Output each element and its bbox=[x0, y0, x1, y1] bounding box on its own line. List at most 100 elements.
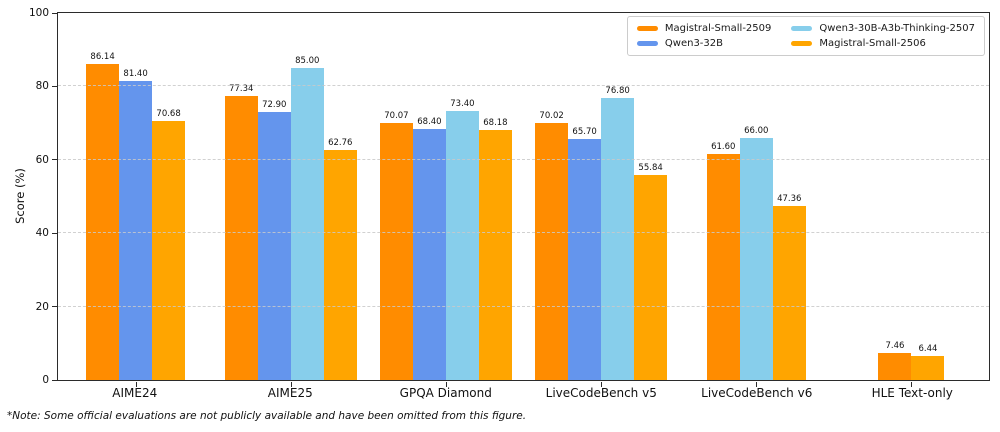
bar-unit-qwen3-30b-a3b-thinking-2507-gpqa-diamond: 73.40 bbox=[445, 98, 479, 380]
legend-label: Qwen3-30B-A3b-Thinking-2507 bbox=[819, 23, 975, 34]
bar-value-label: 47.36 bbox=[777, 194, 802, 205]
bar-value-label: 72.90 bbox=[262, 100, 287, 111]
x-axis-labels: AIME24 AIME25 GPQA Diamond LiveCodeBench v5… bbox=[57, 386, 990, 400]
bar-groups: 86.14 81.40 70.68 77.34 72.90 85.00 62.76 70.07… bbox=[58, 13, 989, 387]
y-tick-mark-80 bbox=[52, 85, 57, 87]
bar-qwen3-32b-aime25 bbox=[257, 112, 291, 380]
bar-magistral-small-2506-aime25 bbox=[323, 149, 357, 380]
bar-magistral-small-2506-livecodebench-v6 bbox=[772, 206, 806, 380]
bar-group-gpqa-diamond: 70.07 68.40 73.40 68.18 bbox=[368, 13, 523, 387]
bar-qwen3-30b-a3b-thinking-2507-gpqa-diamond bbox=[445, 110, 479, 380]
x-tick-label-aime25: AIME25 bbox=[267, 386, 313, 400]
x-tick-label-hle-text-only: HLE Text-only bbox=[871, 386, 953, 400]
y-tick-label-40: 40 bbox=[35, 227, 49, 240]
bar-magistral-small-2509-livecodebench-v6 bbox=[706, 153, 740, 380]
x-tick-mark-aime24 bbox=[135, 382, 137, 387]
bar-value-label: 73.40 bbox=[450, 98, 475, 109]
x-tick-mark-livecodebench-v6 bbox=[756, 382, 758, 387]
legend-label: Qwen3-32B bbox=[664, 38, 724, 49]
bar-unit-magistral-small-2509-gpqa-diamond: 70.07 bbox=[379, 110, 413, 380]
bar-value-label: 61.60 bbox=[711, 141, 736, 152]
footnote: *Note: Some official evaluations are not… bbox=[7, 410, 527, 422]
bar-unit-magistral-small-2509-aime24: 86.14 bbox=[86, 51, 120, 380]
y-tick-label-100: 100 bbox=[28, 7, 49, 19]
plot-area: 0 20 40 60 80 100 86.14 81.40 70.68 77.34 72.90 85… bbox=[29, 7, 990, 387]
x-tick-mark-gpqa-diamond bbox=[445, 382, 447, 387]
bar-magistral-small-2509-aime25 bbox=[224, 96, 258, 380]
y-tick-mark-40 bbox=[52, 232, 57, 234]
bar-group-livecodebench-v5: 70.02 65.70 76.80 55.84 bbox=[524, 13, 679, 387]
legend-label: Magistral-Small-2509 bbox=[664, 23, 772, 34]
bar-group-aime24: 86.14 81.40 70.68 bbox=[58, 13, 213, 387]
y-tick-mark-0 bbox=[52, 379, 57, 381]
x-tick-label-aime24: AIME24 bbox=[112, 386, 158, 400]
x-tick-mark-hle-text-only bbox=[911, 382, 913, 387]
bar-unit-qwen3-32b-aime24: 81.40 bbox=[119, 69, 153, 380]
bar-unit-qwen3-30b-a3b-thinking-2507-aime25: 85.00 bbox=[290, 56, 324, 380]
bar-magistral-small-2509-livecodebench-v5 bbox=[535, 123, 569, 380]
legend-item-qwen3-30b-a3b-thinking-2507: Qwen3-30B-A3b-Thinking-2507 bbox=[791, 23, 975, 34]
bar-unit-magistral-small-2506-livecodebench-v5: 55.84 bbox=[634, 163, 668, 380]
bar-value-label: 76.80 bbox=[605, 86, 630, 97]
bar-qwen3-30b-a3b-thinking-2507-livecodebench-v5 bbox=[601, 98, 635, 380]
bar-value-label: 77.34 bbox=[229, 84, 254, 95]
bar-magistral-small-2506-aime24 bbox=[152, 120, 186, 380]
bar-value-label: 81.40 bbox=[123, 69, 148, 80]
bar-unit-qwen3-32b-aime25: 72.90 bbox=[257, 100, 291, 380]
x-tick-label-gpqa-diamond: GPQA Diamond bbox=[399, 386, 492, 400]
bar-unit-qwen3-30b-a3b-thinking-2507-livecodebench-v5: 76.80 bbox=[601, 86, 635, 380]
bar-value-label: 70.68 bbox=[156, 108, 181, 119]
bar-unit-magistral-small-2506-livecodebench-v6: 47.36 bbox=[772, 194, 806, 380]
bar-value-label: 68.18 bbox=[483, 117, 508, 128]
bar-value-label: 62.76 bbox=[328, 137, 353, 148]
bar-value-label: 7.46 bbox=[885, 340, 905, 351]
x-tick-mark-aime25 bbox=[290, 382, 292, 387]
legend-label: Magistral-Small-2506 bbox=[819, 38, 926, 49]
legend-item-qwen3-32b: Qwen3-32B bbox=[636, 38, 771, 49]
y-tick-label-20: 20 bbox=[35, 300, 49, 313]
y-axis-title: Score (%) bbox=[13, 168, 27, 224]
bar-unit-magistral-small-2509-livecodebench-v6: 61.60 bbox=[706, 141, 740, 380]
bar-unit-magistral-small-2509-livecodebench-v5: 70.02 bbox=[535, 111, 569, 380]
bar-value-label: 55.84 bbox=[638, 163, 663, 174]
bar-unit-magistral-small-2506-aime25: 62.76 bbox=[323, 137, 357, 380]
legend-swatch-icon bbox=[636, 26, 658, 31]
bar-magistral-small-2506-hle-text-only bbox=[911, 356, 945, 380]
bar-unit-magistral-small-2509-hle-text-only: 7.46 bbox=[878, 340, 912, 380]
x-tick-label-livecodebench-v6: LiveCodeBench v6 bbox=[701, 386, 813, 400]
x-tick-mark-livecodebench-v5 bbox=[601, 382, 603, 387]
bar-qwen3-32b-gpqa-diamond bbox=[412, 128, 446, 380]
bar-group-aime25: 77.34 72.90 85.00 62.76 bbox=[213, 13, 368, 387]
bar-unit-qwen3-32b-livecodebench-v5: 65.70 bbox=[568, 126, 602, 380]
bar-group-livecodebench-v6: 61.60 66.00 47.36 bbox=[679, 13, 834, 387]
bar-qwen3-32b-livecodebench-v5 bbox=[568, 138, 602, 380]
legend-swatch-icon bbox=[791, 41, 813, 46]
legend-item-magistral-small-2509: Magistral-Small-2509 bbox=[636, 23, 772, 34]
bar-qwen3-30b-a3b-thinking-2507-aime25 bbox=[290, 68, 324, 380]
bar-value-label: 68.40 bbox=[417, 116, 442, 127]
bar-value-label: 85.00 bbox=[295, 56, 320, 67]
y-tick-mark-60 bbox=[52, 159, 57, 161]
bar-magistral-small-2509-aime24 bbox=[86, 63, 120, 380]
legend-item-magistral-small-2506: Magistral-Small-2506 bbox=[791, 38, 975, 49]
bar-qwen3-30b-a3b-thinking-2507-livecodebench-v6 bbox=[739, 137, 773, 380]
bar-magistral-small-2506-gpqa-diamond bbox=[478, 129, 512, 380]
bar-unit-qwen3-30b-a3b-thinking-2507-livecodebench-v6: 66.00 bbox=[739, 126, 773, 380]
bar-unit-magistral-small-2506-aime24: 70.68 bbox=[152, 108, 186, 380]
bar-value-label: 70.07 bbox=[384, 110, 409, 121]
bar-magistral-small-2509-gpqa-diamond bbox=[379, 122, 413, 380]
bar-value-label: 70.02 bbox=[539, 111, 564, 122]
y-tick-mark-20 bbox=[52, 306, 57, 308]
bar-magistral-small-2509-hle-text-only bbox=[878, 352, 912, 380]
bar-qwen3-32b-aime24 bbox=[119, 81, 153, 380]
bar-unit-magistral-small-2509-aime25: 77.34 bbox=[224, 84, 258, 380]
y-tick-label-80: 80 bbox=[35, 80, 49, 93]
bar-value-label: 65.70 bbox=[572, 126, 597, 137]
y-tick-mark-100 bbox=[52, 12, 57, 14]
bar-value-label: 86.14 bbox=[90, 51, 115, 62]
bar-unit-magistral-small-2506-hle-text-only: 6.44 bbox=[911, 344, 945, 380]
legend: Magistral-Small-2509 Qwen3-32B Qwen3-30B-A… bbox=[626, 16, 985, 56]
y-tick-label-0: 0 bbox=[42, 374, 49, 386]
bar-group-hle-text-only: 7.46 6.44 bbox=[834, 13, 989, 387]
